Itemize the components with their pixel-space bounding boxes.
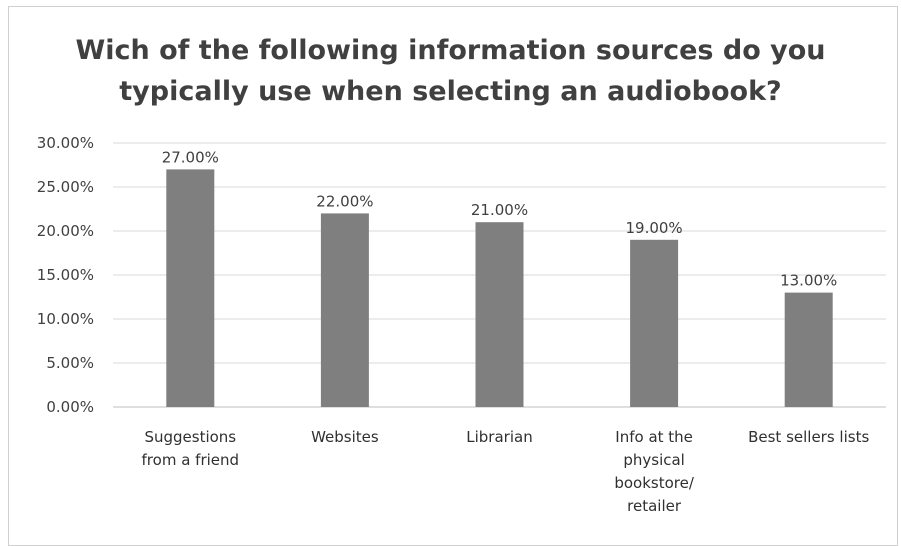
bar (630, 240, 678, 407)
category-label: Suggestions from a friend (142, 428, 240, 469)
data-label: 27.00% (162, 148, 219, 166)
data-label: 21.00% (471, 201, 528, 219)
y-tick-label: 15.00% (37, 266, 94, 284)
category-labels: Suggestions from a friend Websites Libraria… (142, 428, 870, 515)
y-tick-label: 5.00% (46, 354, 94, 372)
y-tick-label: 30.00% (37, 134, 94, 152)
y-tick-label: 0.00% (46, 398, 94, 416)
bar (476, 222, 524, 407)
category-label: Websites (311, 428, 379, 446)
y-tick-label: 10.00% (37, 310, 94, 328)
y-axis-tick-labels: 0.00% 5.00% 10.00% 15.00% 20.00% 25.00% 30.00% (37, 134, 94, 416)
data-label: 22.00% (316, 192, 373, 210)
bar (785, 293, 833, 407)
bar (321, 213, 369, 407)
y-tick-label: 20.00% (37, 222, 94, 240)
category-label: Librarian (466, 428, 532, 446)
data-label: 13.00% (780, 272, 837, 290)
bar (166, 169, 214, 407)
category-label: Info at the physical bookstore/retailer (614, 428, 695, 515)
y-tick-label: 25.00% (37, 178, 94, 196)
data-label: 19.00% (625, 219, 682, 237)
category-label: Best sellers lists (748, 428, 869, 446)
